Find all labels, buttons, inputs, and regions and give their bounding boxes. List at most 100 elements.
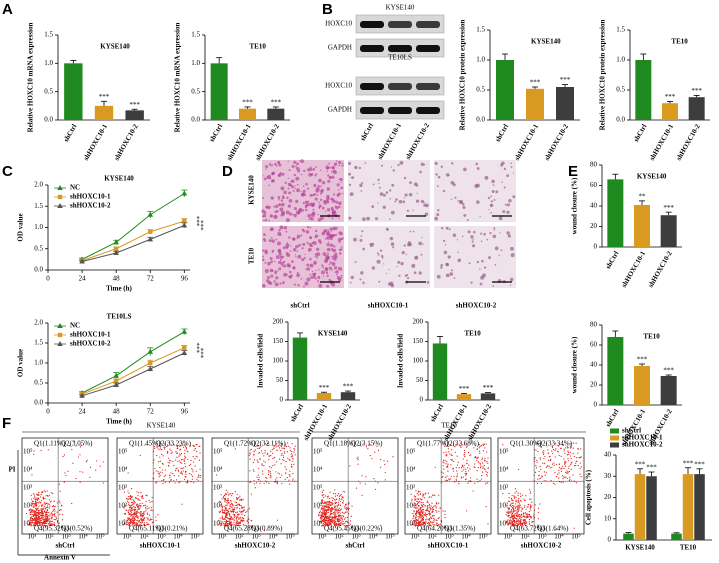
- event: [520, 515, 522, 517]
- cell: [305, 182, 308, 186]
- event: [237, 522, 240, 524]
- cell: [316, 247, 320, 251]
- event: [222, 497, 224, 499]
- event: [137, 525, 140, 527]
- event: [329, 520, 331, 522]
- event: [419, 522, 421, 524]
- event: [50, 521, 52, 523]
- cell: [296, 271, 299, 274]
- event: [566, 472, 568, 474]
- cell: [398, 274, 401, 277]
- x-tick-label: shHOXC10-2: [647, 249, 674, 288]
- cell: [512, 172, 515, 174]
- cell: [283, 272, 288, 277]
- event: [143, 523, 145, 526]
- event: [141, 513, 144, 515]
- event: [284, 443, 286, 446]
- event: [240, 519, 242, 522]
- event: [320, 525, 323, 527]
- point: [181, 350, 188, 355]
- cell: [349, 193, 351, 196]
- event: [562, 476, 565, 478]
- event: [447, 448, 449, 450]
- cell: [327, 241, 330, 243]
- event: [228, 520, 230, 522]
- event: [240, 505, 242, 507]
- event: [236, 496, 238, 499]
- event: [256, 445, 258, 447]
- event: [329, 521, 331, 523]
- event: [332, 492, 335, 495]
- cell: [329, 261, 332, 264]
- event: [319, 514, 321, 516]
- event: [218, 524, 220, 526]
- event: [41, 492, 43, 494]
- cell: [276, 210, 279, 213]
- cell: [499, 232, 501, 234]
- cell: [265, 165, 269, 169]
- cell: [452, 233, 457, 238]
- cell: [450, 180, 455, 185]
- event: [129, 508, 131, 510]
- event: [237, 516, 239, 519]
- event: [517, 499, 519, 501]
- event: [272, 464, 274, 467]
- event: [30, 517, 32, 519]
- event: [508, 522, 510, 524]
- event: [326, 522, 328, 524]
- cell: [403, 176, 407, 180]
- event: [40, 499, 43, 502]
- event: [342, 497, 344, 499]
- blot-band: [388, 107, 412, 114]
- event: [224, 501, 226, 503]
- y-tick-label: 200: [413, 318, 424, 326]
- event: [33, 523, 35, 526]
- event: [142, 516, 144, 518]
- event: [181, 442, 183, 444]
- cell: [297, 284, 300, 287]
- event: [162, 455, 164, 457]
- event: [147, 523, 149, 525]
- event: [225, 525, 228, 527]
- bar: [688, 97, 705, 120]
- bar: [646, 476, 657, 540]
- event: [45, 495, 47, 497]
- event: [256, 476, 258, 478]
- event: [464, 478, 467, 481]
- event: [55, 517, 58, 519]
- cell: [296, 273, 300, 278]
- event: [419, 515, 421, 517]
- event: [423, 524, 425, 526]
- event: [430, 516, 432, 519]
- y-tick-label: 0.0: [34, 266, 43, 274]
- cell: [289, 250, 292, 253]
- event: [476, 478, 478, 480]
- y-tick-label: 20: [604, 493, 612, 501]
- event: [429, 518, 431, 520]
- event: [272, 457, 274, 460]
- event: [433, 506, 435, 508]
- cell: [506, 203, 510, 207]
- event: [472, 490, 474, 492]
- event: [367, 448, 369, 450]
- event: [485, 482, 487, 485]
- event: [44, 510, 46, 512]
- event: [518, 509, 520, 511]
- cell: [262, 255, 264, 258]
- event: [413, 504, 415, 506]
- event: [263, 465, 265, 467]
- event: [182, 470, 184, 472]
- event: [417, 498, 419, 501]
- event: [528, 521, 530, 523]
- event: [515, 506, 517, 508]
- cell: [444, 243, 447, 246]
- event: [485, 443, 487, 445]
- event: [30, 508, 32, 510]
- event: [38, 522, 41, 524]
- event: [236, 507, 238, 509]
- y-tick-label: 2.0: [34, 181, 43, 189]
- event: [328, 505, 330, 507]
- flow-tick: 10⁵: [571, 533, 581, 541]
- event: [411, 500, 413, 502]
- event: [416, 524, 418, 526]
